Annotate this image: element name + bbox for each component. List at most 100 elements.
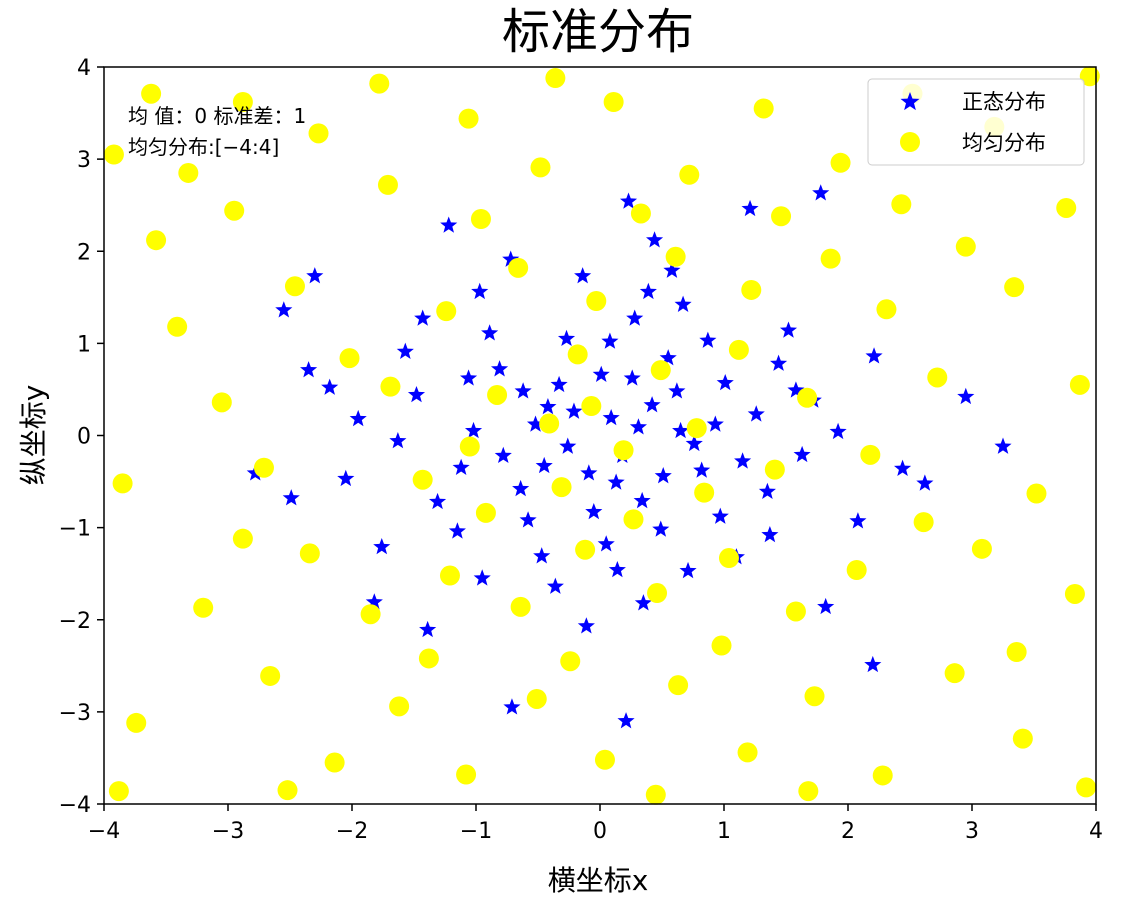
uniform-point bbox=[232, 528, 253, 549]
normal-point bbox=[639, 282, 657, 300]
uniform-point bbox=[232, 92, 253, 113]
uniform-point bbox=[360, 604, 381, 625]
uniform-point bbox=[108, 781, 129, 802]
normal-point bbox=[471, 282, 489, 300]
normal-point bbox=[539, 397, 557, 415]
uniform-point bbox=[439, 565, 460, 586]
normal-point bbox=[592, 365, 610, 382]
x-axis-label: 横坐标x bbox=[548, 864, 649, 897]
normal-point bbox=[646, 231, 664, 248]
normal-point bbox=[674, 295, 692, 312]
uniform-point bbox=[872, 765, 893, 786]
uniform-point bbox=[324, 752, 345, 773]
uniform-point bbox=[277, 780, 298, 801]
uniform-point bbox=[891, 194, 912, 215]
uniform-point bbox=[1064, 583, 1085, 604]
uniform-point bbox=[645, 784, 666, 805]
y-axis: −4 −3 −2 −1 0 1 2 3 4 bbox=[59, 56, 104, 818]
normal-point bbox=[607, 473, 625, 490]
normal-point bbox=[779, 321, 798, 338]
uniform-point bbox=[530, 157, 551, 178]
uniform-point bbox=[650, 360, 671, 381]
normal-point bbox=[741, 199, 759, 217]
normal-point bbox=[747, 405, 765, 422]
uniform-point bbox=[1056, 197, 1077, 218]
uniform-point bbox=[737, 742, 758, 763]
normal-point bbox=[865, 347, 883, 364]
uniform-point bbox=[339, 348, 360, 369]
normal-point bbox=[512, 479, 530, 497]
normal-point bbox=[535, 456, 553, 474]
normal-point bbox=[577, 617, 595, 634]
annotation-stats: 均 值：0 标准差：1 bbox=[128, 104, 306, 128]
normal-point bbox=[557, 329, 576, 347]
normal-point bbox=[634, 594, 652, 611]
x-tick-label: 3 bbox=[965, 819, 979, 844]
uniform-point bbox=[820, 248, 841, 269]
normal-point bbox=[514, 382, 532, 399]
normal-point bbox=[429, 492, 447, 510]
normal-point bbox=[464, 421, 483, 439]
uniform-point bbox=[253, 457, 274, 478]
normal-point bbox=[373, 537, 391, 555]
normal-point bbox=[761, 526, 779, 543]
uniform-point bbox=[510, 596, 531, 617]
normal-point bbox=[602, 409, 620, 426]
normal-point bbox=[460, 369, 478, 386]
uniform-point bbox=[103, 144, 124, 165]
uniform-point bbox=[971, 538, 992, 559]
legend-label-normal: 正态分布 bbox=[962, 90, 1046, 114]
uniform-point bbox=[711, 635, 732, 656]
normal-point bbox=[787, 381, 805, 398]
normal-point bbox=[550, 375, 568, 393]
normal-point bbox=[812, 184, 830, 201]
normal-point bbox=[491, 360, 509, 377]
uniform-point bbox=[146, 230, 167, 251]
uniform-point bbox=[797, 387, 818, 408]
points-layer bbox=[103, 66, 1100, 805]
x-tick-label: −3 bbox=[212, 819, 244, 844]
uniform-point bbox=[567, 344, 588, 365]
x-tick-label: −1 bbox=[460, 819, 492, 844]
plot-frame bbox=[103, 66, 1097, 805]
legend-marker-uniform bbox=[900, 132, 920, 152]
uniform-point bbox=[470, 209, 491, 230]
uniform-point bbox=[389, 696, 410, 717]
uniform-point bbox=[581, 396, 602, 417]
normal-point bbox=[481, 324, 499, 341]
normal-point bbox=[585, 502, 603, 520]
uniform-point bbox=[508, 257, 529, 278]
uniform-point bbox=[1026, 483, 1047, 504]
uniform-point bbox=[927, 367, 948, 388]
uniform-point bbox=[686, 418, 707, 439]
normal-point bbox=[519, 511, 537, 528]
normal-point bbox=[473, 569, 491, 586]
uniform-point bbox=[647, 583, 668, 604]
normal-point bbox=[668, 382, 686, 399]
normal-point bbox=[546, 577, 564, 594]
normal-point bbox=[652, 520, 670, 537]
uniform-point bbox=[299, 543, 320, 564]
normal-point bbox=[448, 522, 466, 539]
uniform-point bbox=[487, 384, 508, 405]
chart-title: 标准分布 bbox=[502, 4, 694, 60]
normal-point bbox=[654, 467, 672, 484]
normal-point bbox=[533, 547, 551, 564]
y-tick-label: −3 bbox=[59, 701, 91, 726]
normal-point bbox=[793, 445, 811, 463]
x-tick-label: 1 bbox=[717, 819, 731, 844]
normal-point bbox=[629, 418, 647, 435]
uniform-point bbox=[665, 246, 686, 267]
uniform-point bbox=[560, 651, 581, 672]
uniform-point bbox=[458, 108, 479, 129]
normal-point bbox=[916, 474, 934, 491]
normal-point bbox=[643, 396, 661, 413]
uniform-point bbox=[679, 164, 700, 185]
normal-point bbox=[597, 535, 615, 552]
uniform-point bbox=[575, 539, 596, 560]
uniform-point bbox=[876, 299, 897, 320]
normal-point bbox=[626, 309, 644, 326]
normal-point bbox=[559, 437, 577, 454]
